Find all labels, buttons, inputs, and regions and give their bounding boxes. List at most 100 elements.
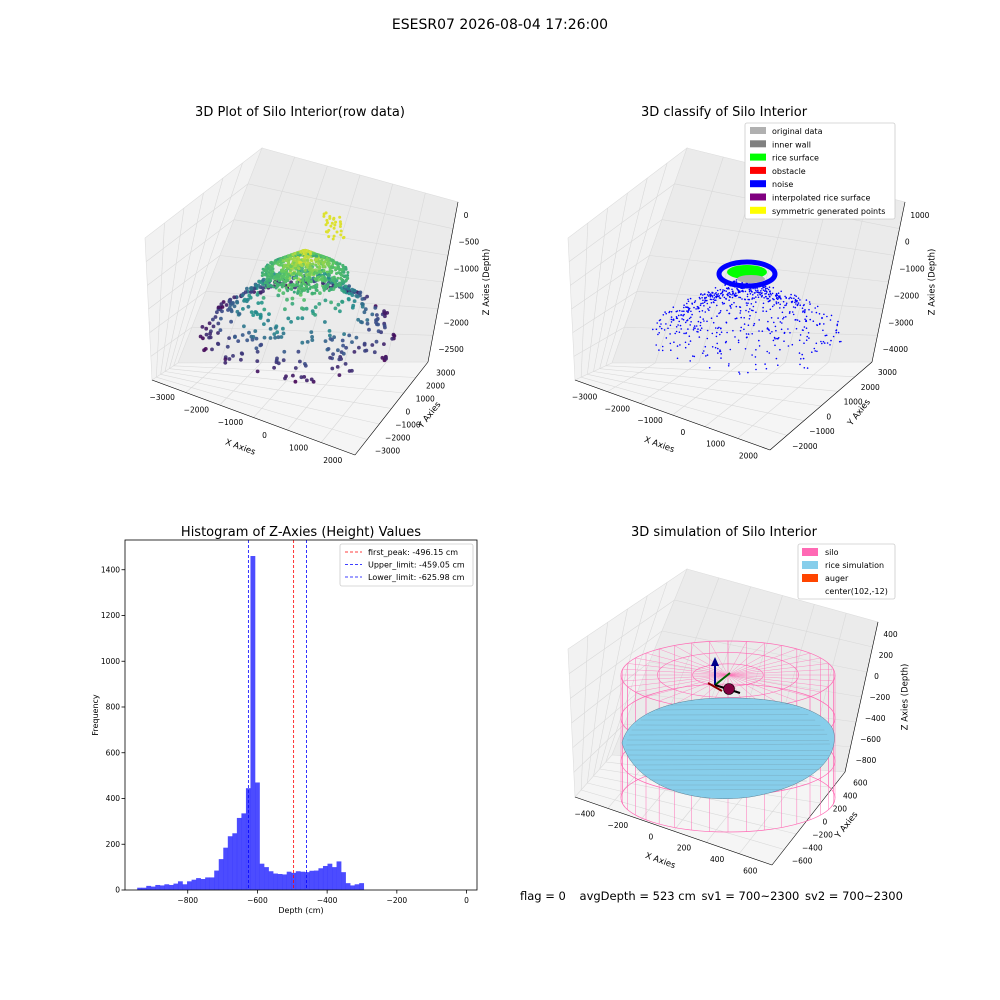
p2-noise-point (814, 350, 816, 352)
p1-gridline (156, 222, 165, 378)
p1-data-point (338, 309, 342, 314)
p4-title: 3D simulation of Silo Interior (631, 525, 818, 540)
p2-noise-point (751, 354, 753, 356)
p2-noise-point (705, 296, 707, 299)
p1-data-point (254, 346, 259, 351)
p1-data-point (298, 359, 302, 364)
p3-y-tick-label: 400 (106, 794, 121, 803)
p2-noise-point (765, 292, 767, 295)
p2-noise-point (740, 316, 742, 319)
p2-y-tick-label: −2000 (792, 442, 818, 451)
p1-z-tick-label: −1500 (448, 291, 474, 300)
p1-data-point (304, 273, 309, 277)
p1-data-point (267, 312, 271, 316)
p2-noise-point (806, 335, 808, 338)
p2-noise-point (744, 348, 747, 350)
p1-gridline (160, 207, 185, 375)
p4-x-tick-label: 600 (743, 867, 758, 876)
p2-noise-point (660, 323, 662, 325)
p1-data-point (326, 221, 329, 225)
p1-data-point (322, 214, 326, 218)
p2-title: 3D classify of Silo Interior (641, 105, 808, 120)
p2-noise-point (802, 310, 804, 312)
p2-noise-point (717, 293, 720, 295)
p1-data-point (258, 280, 263, 285)
p1-data-point (362, 310, 367, 315)
p1-data-point (286, 272, 290, 276)
p2-x-tick-label: −3000 (572, 393, 598, 402)
p2-noise-point (704, 293, 706, 295)
p4-x-tick-label: 200 (677, 844, 692, 853)
p1-gridline (164, 371, 392, 409)
p1-data-point (329, 271, 333, 275)
p4-silo-roof-spoke (635, 674, 729, 693)
p2-noise-point (686, 319, 689, 321)
p2-x-tick-label: 0 (680, 428, 685, 437)
p2-noise-point (687, 310, 690, 312)
p3-histogram-bar (137, 887, 143, 890)
p2-noise-point (676, 317, 679, 320)
plot-3d-raw: 3D Plot of Silo Interior(row data)−3000−… (144, 105, 492, 465)
p2-noise-point (755, 289, 757, 292)
p1-data-point (282, 349, 287, 354)
p1-data-point (350, 340, 354, 344)
p2-noise-point (826, 315, 828, 318)
p1-x-axis-label: X Axies (224, 438, 257, 458)
p2-noise-point (794, 294, 796, 297)
p2-noise-point (683, 310, 685, 312)
p4-silo-roof-ring (657, 652, 799, 698)
p2-noise-point (698, 296, 701, 299)
p1-data-point (273, 260, 277, 264)
p1-data-point (313, 305, 318, 310)
p1-data-point (287, 261, 290, 265)
p2-noise-point (679, 324, 682, 327)
p1-x-tick-label: −1000 (218, 418, 244, 427)
p1-data-point (204, 326, 209, 331)
p2-noise-point (804, 318, 806, 320)
p2-noise-point (711, 294, 713, 297)
p1-data-point (338, 220, 342, 224)
p2-gridline (655, 156, 724, 363)
p2-noise-point (713, 299, 716, 301)
p3-legend: first_peak: -496.15 cm Upper_limit: -459.… (339, 543, 474, 587)
p1-data-point (271, 270, 275, 274)
p2-noise-point (795, 295, 797, 298)
p1-data-point (372, 350, 377, 355)
p2-noise-point (709, 298, 712, 301)
p2-noise-point (715, 299, 717, 301)
p2-noise-point (825, 334, 828, 337)
p1-data-point (303, 283, 307, 286)
p2-noise-point (694, 327, 696, 329)
p4-silo-roof-spoke (727, 652, 811, 676)
p2-noise-point (773, 304, 775, 306)
p2-noise-point (773, 298, 775, 301)
p2-noise-point (774, 325, 777, 328)
p1-data-point (297, 267, 301, 271)
p2-noise-point (670, 318, 673, 321)
p1-data-point (235, 300, 240, 305)
p3-histogram-bar (146, 885, 152, 890)
p1-data-point (300, 266, 304, 271)
p2-noise-point (665, 323, 667, 325)
p1-data-point (333, 277, 337, 281)
p2-noise-point (838, 340, 841, 343)
p2-gridline (828, 192, 869, 363)
p3-histogram-bar (141, 887, 147, 890)
p2-noise-point (731, 288, 733, 291)
p1-data-point (365, 321, 370, 326)
p2-noise-point (803, 367, 806, 369)
p1-data-point (293, 379, 298, 384)
p2-noise-point (746, 293, 749, 296)
p2-noise-point (773, 321, 775, 324)
p2-noise-point (783, 340, 785, 342)
p2-noise-point (695, 325, 698, 327)
p2-noise-point (805, 320, 807, 322)
p1-data-point (208, 331, 213, 336)
p2-noise-point (700, 327, 703, 329)
p2-z-tick-label: −2000 (894, 291, 920, 300)
p1-data-point (327, 264, 331, 268)
p2-gridline (581, 376, 788, 436)
p2-noise-point (718, 326, 720, 329)
p1-data-point (310, 335, 314, 339)
p1-data-point (277, 279, 281, 283)
